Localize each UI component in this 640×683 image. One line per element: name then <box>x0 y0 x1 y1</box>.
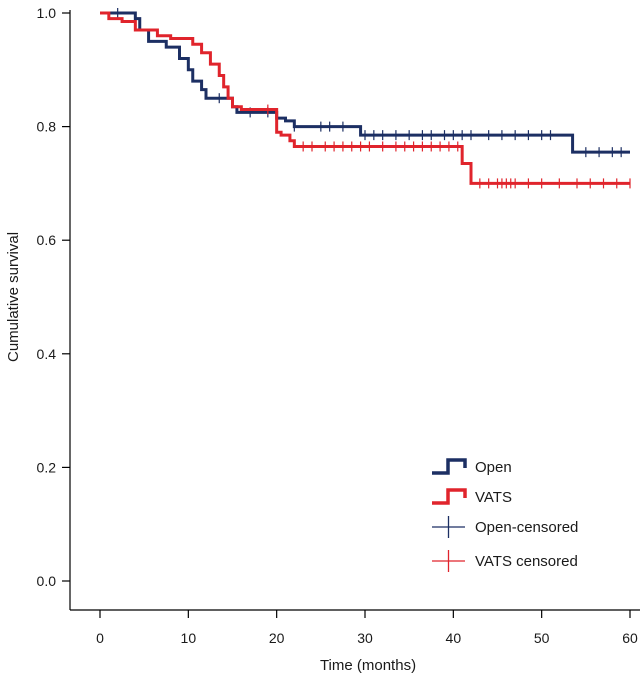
series-line-vats <box>100 11 630 185</box>
y-tick-label: 0.4 <box>37 346 57 362</box>
x-tick-label: 0 <box>96 630 104 646</box>
x-ticks: 0 10 20 30 40 50 60 <box>96 610 638 646</box>
x-tick-label: 20 <box>269 630 285 646</box>
x-tick-label: 60 <box>622 630 638 646</box>
legend-label: Open <box>475 459 512 476</box>
x-axis-title: Time (months) <box>320 657 416 674</box>
legend-swatch-0 <box>432 458 467 475</box>
x-tick-label: 50 <box>534 630 550 646</box>
legend-swatch-1 <box>432 488 467 505</box>
x-tick-label: 30 <box>357 630 373 646</box>
axes <box>69 10 640 611</box>
legend-label: VATS <box>475 489 512 506</box>
y-tick-label: 0.6 <box>37 232 57 248</box>
legend-label: Open-censored <box>475 519 578 536</box>
y-tick-label: 0.2 <box>37 459 57 475</box>
y-tick-label: 0.0 <box>37 573 57 589</box>
x-tick-label: 10 <box>181 630 197 646</box>
y-tick-label: 0.8 <box>37 119 57 135</box>
x-tick-label: 40 <box>446 630 462 646</box>
y-tick-label: 1.0 <box>37 5 57 21</box>
y-axis-title: Cumulative survival <box>5 232 22 362</box>
series-layer <box>100 8 631 189</box>
y-ticks: 0.0 0.2 0.4 0.6 0.8 1.0 <box>37 5 70 589</box>
legend: Open VATS Open-censored VATS censored <box>432 458 578 572</box>
legend-label: VATS censored <box>475 553 578 570</box>
